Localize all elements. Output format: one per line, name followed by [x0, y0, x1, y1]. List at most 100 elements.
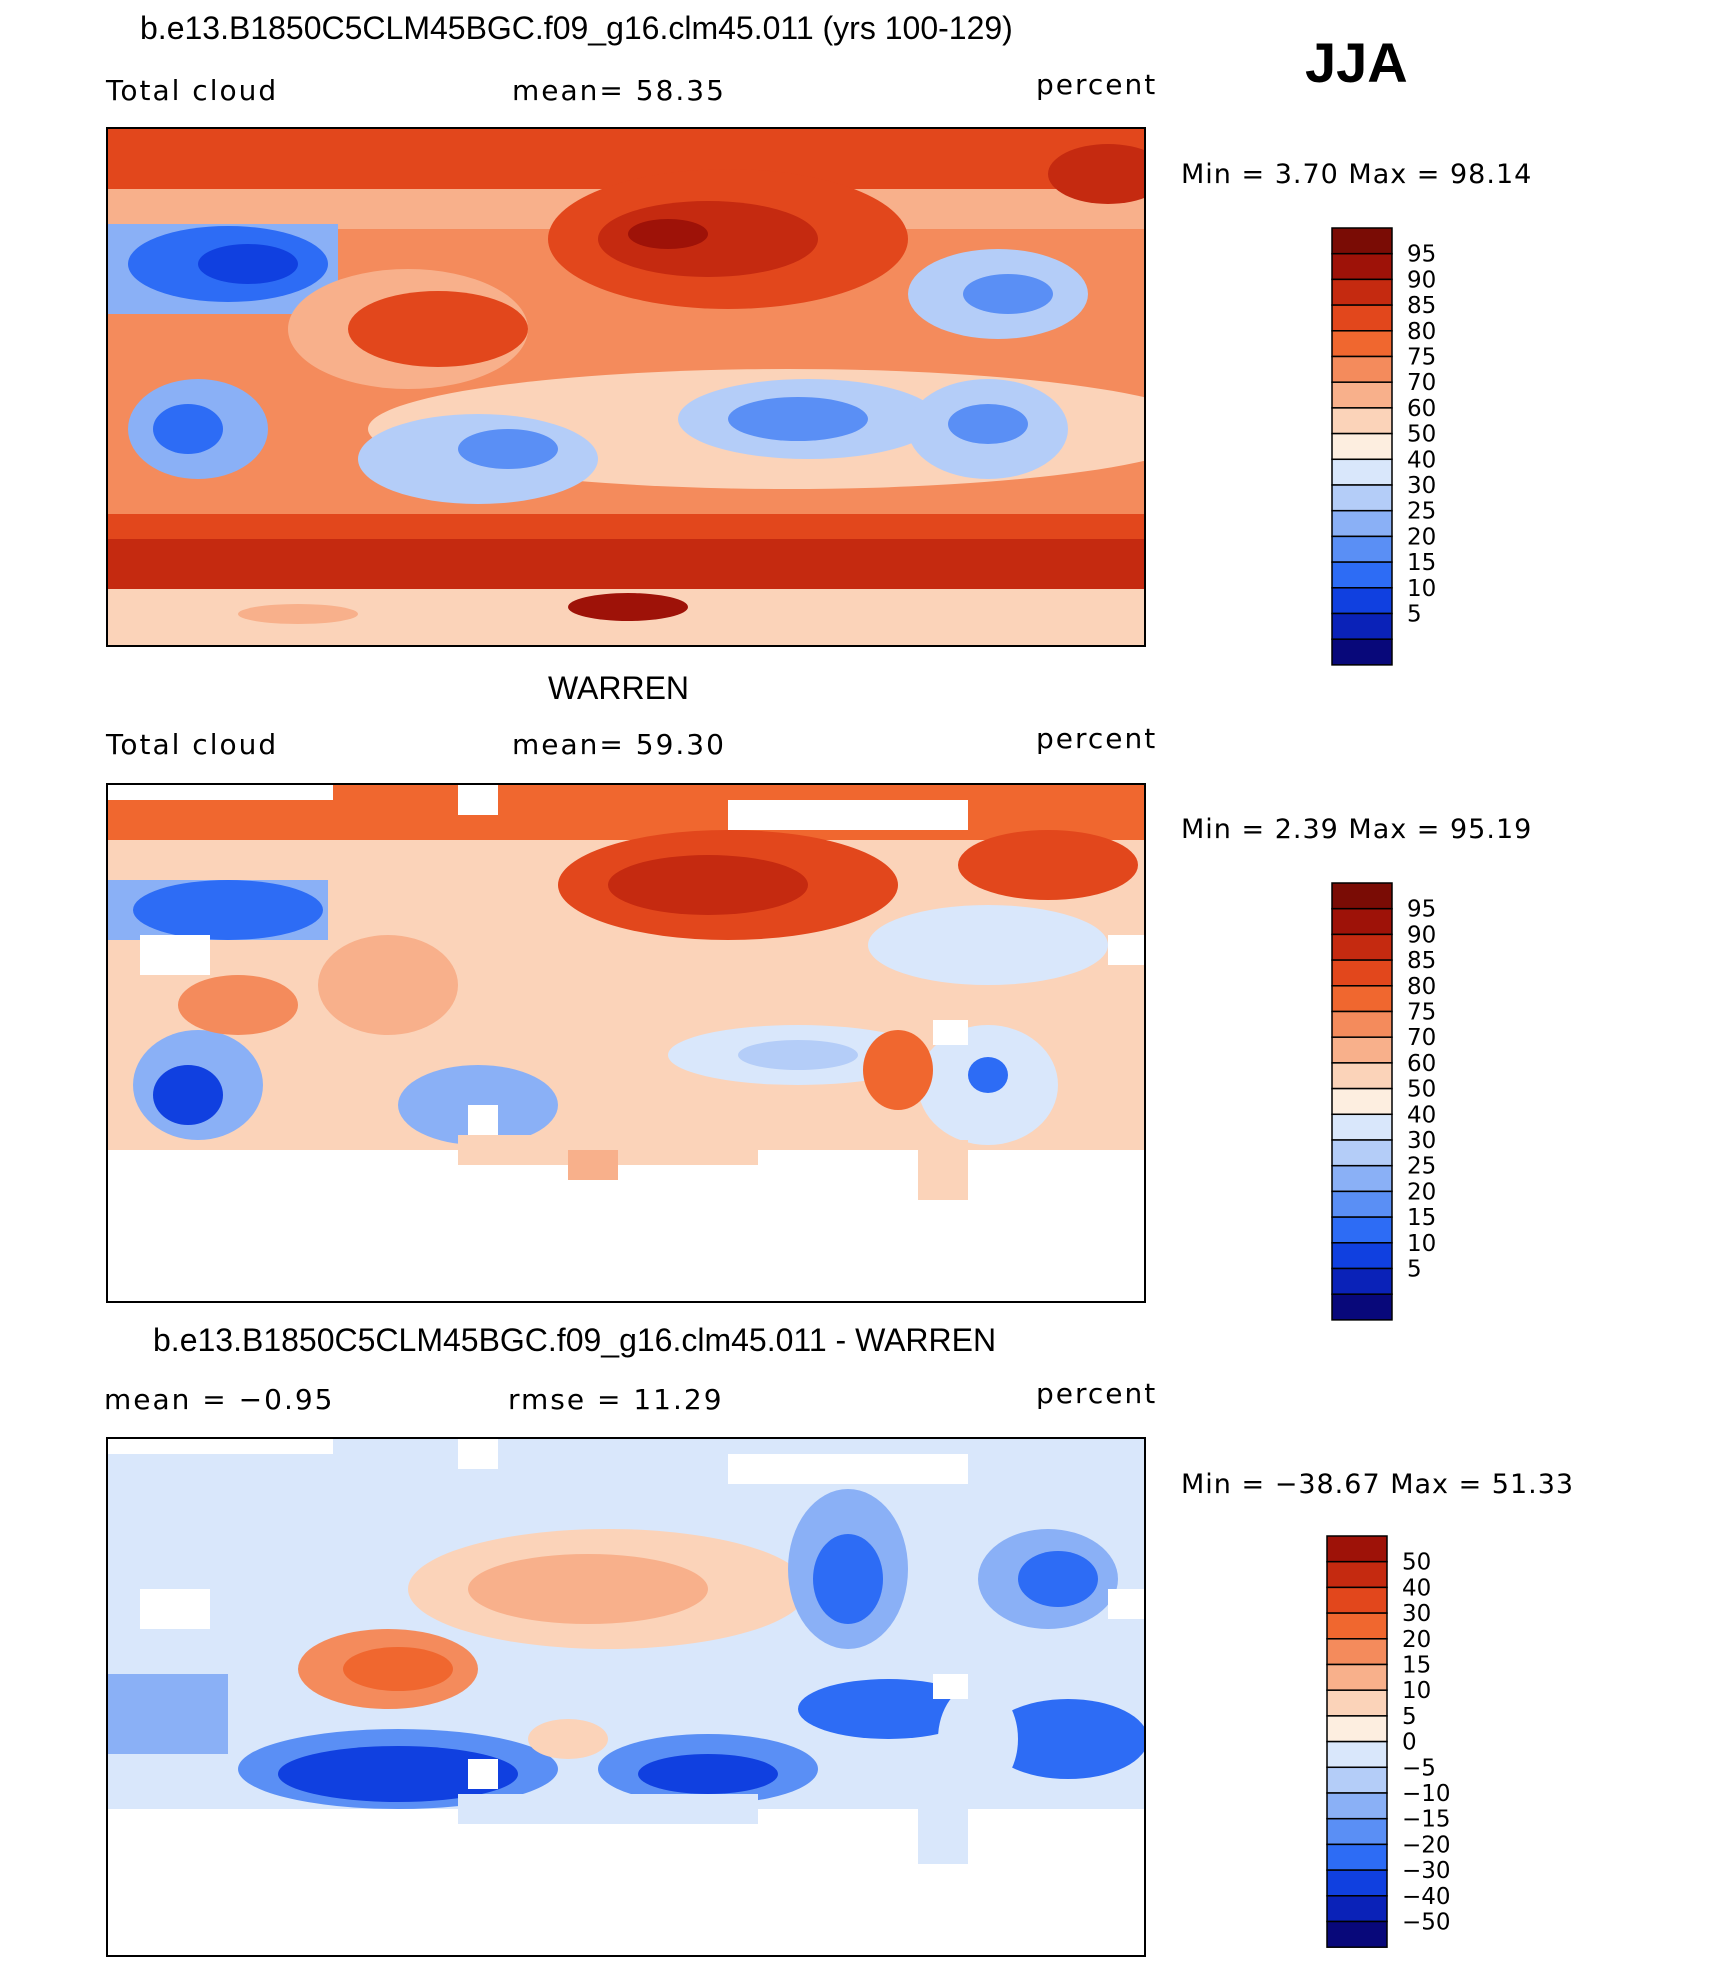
colorbar-swatch — [1326, 1792, 1388, 1820]
colorbar-label: −40 — [1402, 1884, 1451, 1910]
colorbar-label: 20 — [1402, 1627, 1431, 1653]
colorbar-swatch — [1331, 1062, 1393, 1090]
colorbar-label: 85 — [1407, 948, 1436, 974]
panel-2-mean: mean= 59.30 — [512, 728, 726, 761]
colorbar-swatch — [1331, 1216, 1393, 1244]
colorbar-label: 90 — [1407, 922, 1436, 948]
colorbar-swatch — [1331, 1113, 1393, 1141]
colorbar-swatch — [1331, 407, 1393, 435]
colorbar-label: 0 — [1402, 1730, 1417, 1756]
colorbar-label: 95 — [1407, 897, 1436, 923]
colorbar-swatch — [1326, 1869, 1388, 1897]
colorbar-label: 5 — [1407, 602, 1422, 628]
panel-3-mean: mean = −0.95 — [104, 1383, 335, 1416]
panel-1-title: b.e13.B1850C5CLM45BGC.f09_g16.clm45.011 … — [140, 10, 1013, 46]
panel-2-map — [106, 783, 1146, 1303]
colorbar-swatch — [1331, 561, 1393, 589]
colorbar-label: 30 — [1407, 473, 1436, 499]
colorbar-label: −10 — [1402, 1781, 1451, 1807]
colorbar-swatch — [1331, 509, 1393, 538]
colorbar-label: 10 — [1402, 1678, 1431, 1704]
colorbar-label: 15 — [1407, 550, 1436, 576]
colorbar-swatch — [1326, 1663, 1388, 1691]
colorbar-swatch — [1326, 1689, 1388, 1717]
colorbar-label: −30 — [1402, 1858, 1451, 1884]
panel-3-field — [108, 1439, 1144, 1955]
colorbar-label: 30 — [1402, 1601, 1431, 1627]
colorbar-label: 70 — [1407, 1025, 1436, 1051]
colorbar-swatch — [1331, 355, 1393, 383]
colorbar-swatch — [1331, 1242, 1393, 1270]
colorbar-label: 10 — [1407, 1231, 1436, 1257]
colorbar-swatch — [1331, 907, 1393, 936]
panel-3-map — [106, 1437, 1146, 1957]
panel-2-minmax: Min = 2.39 Max = 95.19 — [1181, 814, 1533, 845]
panel-1-units: percent — [1036, 68, 1158, 101]
colorbar-swatch — [1331, 882, 1393, 910]
colorbar-label: 85 — [1407, 293, 1436, 319]
colorbar-swatch — [1331, 432, 1393, 461]
colorbar-swatch — [1326, 1920, 1388, 1948]
panel-1-minmax: Min = 3.70 Max = 98.14 — [1181, 159, 1533, 190]
colorbar-swatch — [1331, 985, 1393, 1013]
panel-1-colorbar: 95 90 85 80 75 70 60 50 40 30 25 20 15 10 5 — [1331, 227, 1471, 673]
colorbar-swatch — [1331, 252, 1393, 281]
panel-2-colorbar: 95 90 85 80 75 70 60 50 40 30 25 20 15 10 5 — [1331, 882, 1471, 1328]
colorbar-label: 5 — [1402, 1704, 1417, 1730]
panel-2-left-label: Total cloud — [106, 728, 279, 761]
colorbar-swatch — [1331, 458, 1393, 486]
colorbar-label: 50 — [1407, 1077, 1436, 1103]
panel-2-title: WARREN — [548, 670, 690, 706]
colorbar-swatch — [1331, 278, 1393, 306]
colorbar-label: 20 — [1407, 1179, 1436, 1205]
colorbar-label: 90 — [1407, 267, 1436, 293]
colorbar-swatch — [1326, 1766, 1388, 1794]
colorbar-label: 25 — [1407, 1154, 1436, 1180]
colorbar-label: 80 — [1407, 319, 1436, 345]
colorbar-label: 50 — [1407, 422, 1436, 448]
colorbar-label: −5 — [1402, 1755, 1436, 1781]
panel-1-field — [108, 129, 1144, 645]
colorbar-swatch — [1326, 1843, 1388, 1871]
colorbar-label: 10 — [1407, 576, 1436, 602]
colorbar-swatch — [1331, 535, 1393, 563]
colorbar-label: 40 — [1402, 1575, 1431, 1601]
colorbar-label: 60 — [1407, 1051, 1436, 1077]
colorbar-label: −15 — [1402, 1807, 1451, 1833]
colorbar-label: 40 — [1407, 1102, 1436, 1128]
colorbar-label: −20 — [1402, 1832, 1451, 1858]
colorbar-label: 5 — [1407, 1257, 1422, 1283]
colorbar-label: 75 — [1407, 345, 1436, 371]
colorbar-swatch — [1326, 1895, 1388, 1923]
colorbar-swatch — [1326, 1817, 1388, 1846]
colorbar-label: 15 — [1407, 1205, 1436, 1231]
panel-3-units: percent — [1036, 1377, 1158, 1410]
colorbar-swatch — [1326, 1740, 1388, 1769]
colorbar-swatch — [1331, 227, 1393, 255]
colorbar-swatch — [1326, 1535, 1388, 1563]
colorbar-label: 25 — [1407, 499, 1436, 525]
panel-1-left-label: Total cloud — [106, 74, 279, 107]
colorbar-swatch — [1331, 933, 1393, 961]
colorbar-swatch — [1331, 959, 1393, 987]
colorbar-swatch — [1331, 1010, 1393, 1038]
panel-3-minmax: Min = −38.67 Max = 51.33 — [1181, 1469, 1575, 1500]
colorbar-label: 20 — [1407, 524, 1436, 550]
colorbar-label: 15 — [1402, 1653, 1431, 1679]
colorbar-swatch — [1331, 1164, 1393, 1193]
colorbar-swatch — [1331, 1139, 1393, 1167]
colorbar-label: 80 — [1407, 974, 1436, 1000]
colorbar-swatch — [1331, 1293, 1393, 1321]
colorbar-swatch — [1331, 612, 1393, 640]
colorbar-label: 75 — [1407, 1000, 1436, 1026]
colorbar-label: 40 — [1407, 447, 1436, 473]
colorbar-swatch — [1331, 484, 1393, 512]
colorbar-swatch — [1331, 381, 1393, 409]
colorbar-swatch — [1331, 1190, 1393, 1218]
panel-1-mean: mean= 58.35 — [512, 74, 726, 107]
colorbar-label: 50 — [1402, 1550, 1431, 1576]
colorbar-swatch — [1326, 1560, 1388, 1589]
